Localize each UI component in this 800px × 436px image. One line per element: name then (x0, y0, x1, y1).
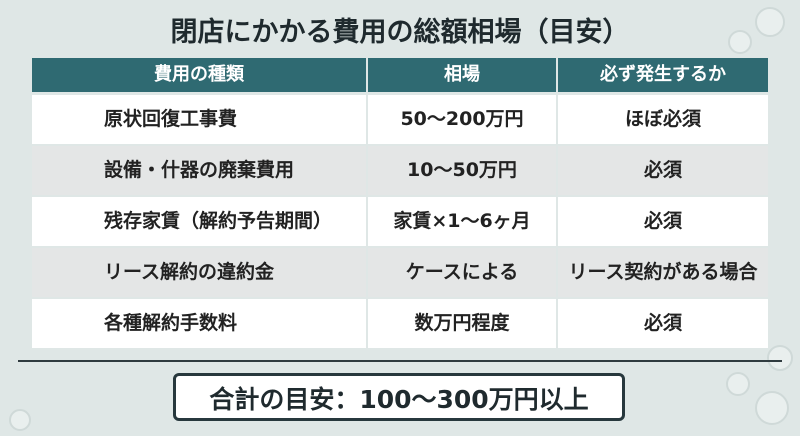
table-cell: 必須 (558, 197, 768, 246)
header-cell: 必ず発生するか (558, 58, 768, 92)
table-cell: 家賃×1〜6ヶ月 (368, 197, 556, 246)
table-cell: 残存家賃（解約予告期間） (32, 197, 366, 246)
table-cell: ほぼ必須 (558, 95, 768, 144)
header-cell: 費用の種類 (32, 58, 366, 92)
table-cell: ケースによる (368, 248, 556, 297)
table-cell: 原状回復工事費 (32, 95, 366, 144)
table-cell: 数万円程度 (368, 299, 556, 348)
header-cell: 相場 (368, 58, 556, 92)
title: 閉店にかかる費用の総額相場（目安） (170, 17, 630, 48)
table-cell: 50〜200万円 (368, 95, 556, 144)
table-cell: 必須 (558, 146, 768, 195)
table-cell: 設備・什器の廃棄費用 (32, 146, 366, 195)
total: 合計の目安：100〜300万円以上 (173, 373, 625, 421)
table-cell: リース解約の違約金 (32, 248, 366, 297)
table-cell: 各種解約手数料 (32, 299, 366, 348)
table-cell: リース契約がある場合 (558, 248, 768, 297)
table-cell: 必須 (558, 299, 768, 348)
table-cell: 10〜50万円 (368, 146, 556, 195)
